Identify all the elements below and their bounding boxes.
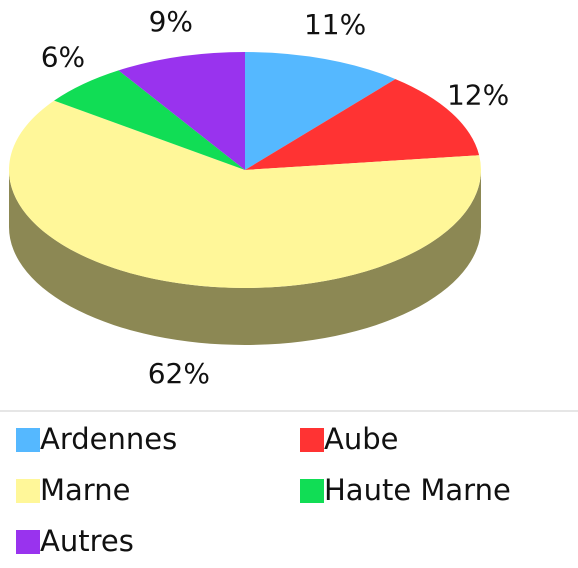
legend-label: Autres <box>40 524 134 558</box>
legend-swatch <box>300 428 324 452</box>
data-label: 12% <box>447 78 509 111</box>
data-label: 11% <box>304 8 366 41</box>
legend-label: Aube <box>324 422 398 456</box>
data-label: 6% <box>41 40 85 73</box>
legend-label: Ardennes <box>40 422 177 456</box>
legend-label: Haute Marne <box>324 473 511 507</box>
data-label: 62% <box>148 357 210 390</box>
legend-swatch <box>16 428 40 452</box>
pie-slice <box>245 79 480 170</box>
legend-swatch <box>16 530 40 554</box>
legend-label: Marne <box>40 473 130 507</box>
pie-side <box>9 170 481 345</box>
pie-slice <box>118 52 245 170</box>
pie-slice <box>8 100 482 288</box>
data-label: 9% <box>149 5 193 38</box>
pie-slice <box>245 52 396 170</box>
legend-swatch <box>300 479 324 503</box>
legend-swatch <box>16 479 40 503</box>
pie-slice <box>54 70 245 170</box>
